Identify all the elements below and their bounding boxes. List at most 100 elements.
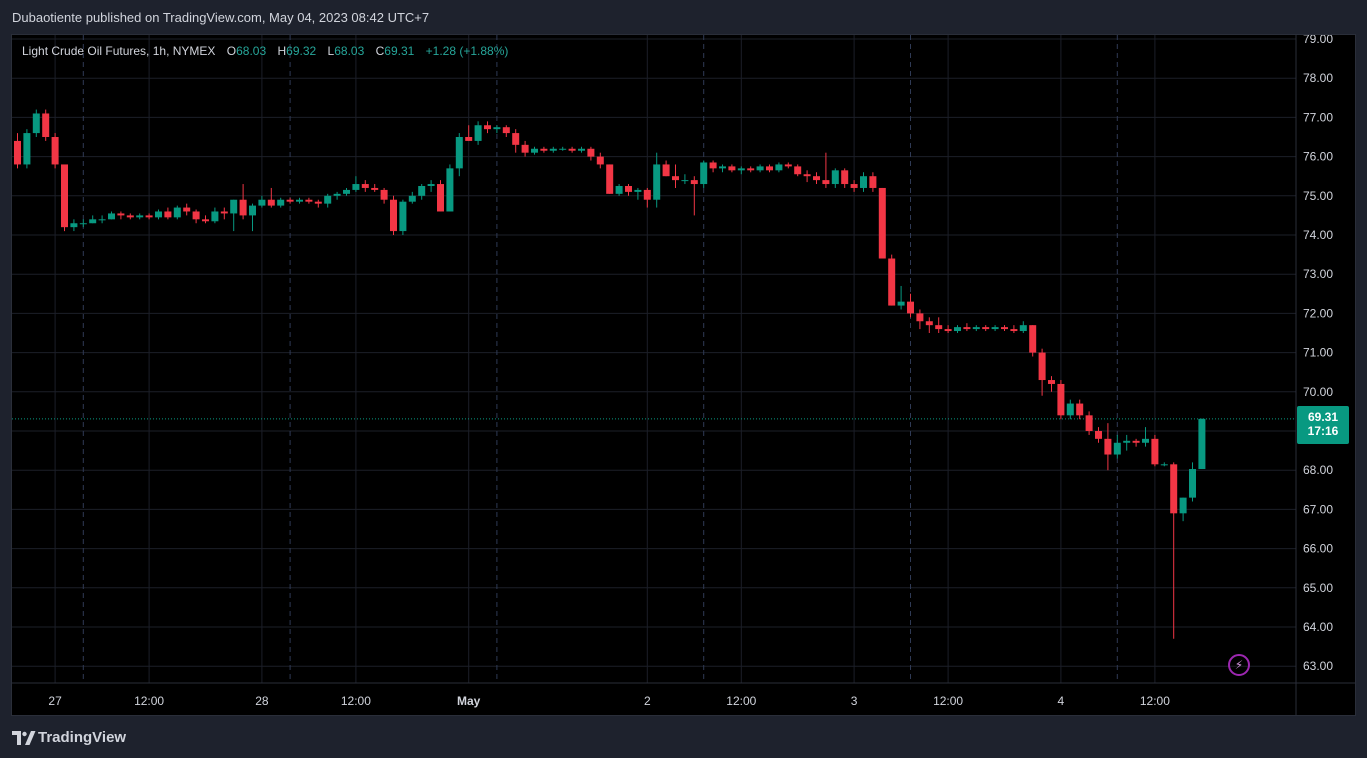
time-tick-label: 12:00 xyxy=(726,694,756,708)
legend-high-value: 69.32 xyxy=(286,44,317,58)
candle-body xyxy=(531,148,538,153)
candle-body xyxy=(1113,442,1121,455)
candle-body xyxy=(1038,352,1046,381)
candle-body xyxy=(361,184,369,188)
candle-body xyxy=(220,211,228,214)
candle-body xyxy=(1019,325,1027,332)
candle-body xyxy=(108,213,115,220)
candle-body xyxy=(296,199,303,202)
candle-body xyxy=(860,176,867,188)
lightning-icon[interactable]: ⚡ xyxy=(1228,654,1250,676)
candle-body xyxy=(70,223,78,228)
candle-body xyxy=(437,184,444,212)
candle-body xyxy=(371,187,379,190)
chart-pane[interactable]: 63.0064.0065.0066.0067.0068.0069.0070.00… xyxy=(11,34,1356,716)
published-caption: Dubaotiente published on TradingView.com… xyxy=(12,10,430,25)
candle-body xyxy=(728,166,736,171)
price-tick-label: 70.00 xyxy=(1303,385,1333,399)
candle-body xyxy=(1029,325,1037,353)
candle-body xyxy=(352,184,360,190)
candle-body xyxy=(390,199,397,232)
candle-body xyxy=(925,321,933,326)
candle-body xyxy=(277,199,285,206)
candle-body xyxy=(672,176,679,181)
candle-body xyxy=(634,189,642,192)
candle-body xyxy=(117,213,125,216)
candle-body xyxy=(540,148,548,151)
time-tick-label: 12:00 xyxy=(341,694,371,708)
candle-body xyxy=(512,133,520,145)
candle-body xyxy=(521,144,529,153)
time-tick-label: 3 xyxy=(851,694,858,708)
candle-body xyxy=(14,140,21,165)
candle-body xyxy=(625,186,632,192)
candle-body xyxy=(324,195,332,204)
price-tick-label: 68.00 xyxy=(1303,463,1333,477)
candle-body xyxy=(907,301,914,314)
candle-body xyxy=(653,164,661,200)
candle-body xyxy=(869,176,877,188)
time-tick-label: 2 xyxy=(644,694,651,708)
candle-body xyxy=(1189,469,1196,498)
candle-body xyxy=(803,174,811,177)
candle-body xyxy=(1001,327,1008,330)
candle-body xyxy=(1160,464,1168,466)
candle-body xyxy=(944,329,952,332)
candle-body xyxy=(615,186,623,194)
candle-body xyxy=(747,168,755,171)
price-tick-label: 63.00 xyxy=(1303,659,1333,673)
candle-body xyxy=(173,207,181,218)
tradingview-brand[interactable]: TradingView xyxy=(38,729,127,746)
legend-close-label: C xyxy=(375,44,385,58)
legend-low-label: L xyxy=(327,44,335,58)
candle-body xyxy=(1095,431,1102,439)
candle-body xyxy=(775,164,783,171)
legend-close-value: 69.31 xyxy=(384,44,415,58)
candle-body xyxy=(568,148,576,151)
price-tick-label: 64.00 xyxy=(1303,620,1333,634)
candle-body xyxy=(813,176,820,181)
tradingview-logo-icon[interactable] xyxy=(12,730,36,746)
candle-body xyxy=(794,166,802,175)
candle-body xyxy=(690,180,698,185)
time-tick-label: 12:00 xyxy=(933,694,963,708)
candle-body xyxy=(709,162,717,169)
candle-body xyxy=(1123,440,1131,443)
candle-body xyxy=(258,199,266,206)
candlestick-chart[interactable]: 63.0064.0065.0066.0067.0068.0069.0070.00… xyxy=(12,35,1355,715)
candle-body xyxy=(343,189,350,194)
candle-body xyxy=(164,211,172,218)
candle-body xyxy=(98,219,106,221)
candle-body xyxy=(1057,383,1065,416)
candle-body xyxy=(1170,464,1178,514)
candle-body xyxy=(183,207,191,212)
candle-body xyxy=(963,327,971,330)
candle-body xyxy=(831,170,839,185)
candle-body xyxy=(286,199,294,202)
candle-body xyxy=(211,211,219,222)
time-tick-label: 27 xyxy=(48,694,62,708)
legend-open-value: 68.03 xyxy=(236,44,267,58)
candle-body xyxy=(784,164,792,167)
candle-body xyxy=(878,187,886,259)
candle-body xyxy=(1132,440,1140,443)
legend-symbol[interactable]: Light Crude Oil Futures, 1h, NYMEX xyxy=(22,44,216,58)
candle-body xyxy=(418,186,426,196)
candle-body xyxy=(239,199,247,216)
candle-body xyxy=(897,301,905,306)
candle-body xyxy=(23,133,31,165)
price-tick-label: 77.00 xyxy=(1303,110,1333,124)
candle-body xyxy=(61,164,68,228)
legend-open-label: O xyxy=(226,44,237,58)
candle-body xyxy=(1151,438,1159,465)
candle-body xyxy=(1179,497,1187,514)
candle-body xyxy=(51,137,59,165)
candle-body xyxy=(972,327,980,330)
price-tick-label: 71.00 xyxy=(1303,346,1333,360)
price-tick-label: 73.00 xyxy=(1303,267,1333,281)
candle-body xyxy=(719,166,726,169)
legend-low-value: 68.03 xyxy=(334,44,365,58)
candle-body xyxy=(1198,418,1206,470)
candle-body xyxy=(1066,403,1074,416)
candle-body xyxy=(991,327,999,330)
